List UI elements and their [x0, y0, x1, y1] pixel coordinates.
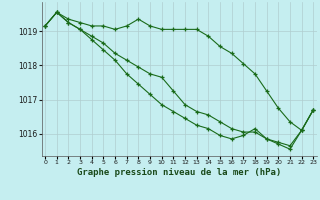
X-axis label: Graphe pression niveau de la mer (hPa): Graphe pression niveau de la mer (hPa) — [77, 168, 281, 177]
